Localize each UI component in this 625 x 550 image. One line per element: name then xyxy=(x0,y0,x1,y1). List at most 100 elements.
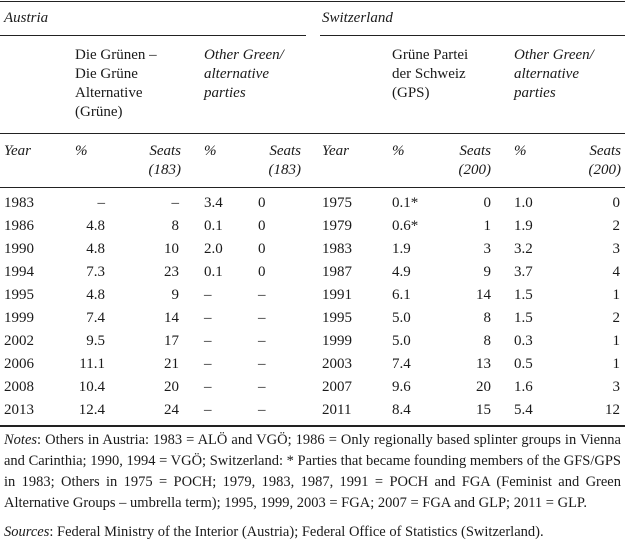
column-header-rule xyxy=(0,187,625,188)
switzerland-pct-cell: 7.4 xyxy=(392,356,411,372)
switzerland-seats-cell: 13 xyxy=(476,356,491,372)
switzerland-other-pct-cell: 5.4 xyxy=(514,402,533,418)
switzerland-other-header: Other Green/ alternative parties xyxy=(514,47,594,101)
group-switzerland: Switzerland xyxy=(322,10,393,26)
sources: Sources: Federal Ministry of the Interio… xyxy=(4,522,621,543)
switzerland-seats-cell: 3 xyxy=(483,241,492,257)
austria-year-cell: 1999 xyxy=(4,310,34,326)
austria-other-seats-cell: 0 xyxy=(258,241,266,257)
top-rule xyxy=(0,1,625,2)
austria-pct-cell: – xyxy=(97,195,106,211)
austria-other-pct-cell: 3.4 xyxy=(204,195,223,211)
switzerland-pct-cell: 8.4 xyxy=(392,402,411,418)
switzerland-other-seats-cell: 3 xyxy=(612,241,621,257)
switzerland-other-pct-cell: 1.6 xyxy=(514,379,533,395)
switzerland-other-pct-cell: 3.2 xyxy=(514,241,533,257)
switzerland-year-cell: 2011 xyxy=(322,402,352,418)
switzerland-pct-cell: 0.1* xyxy=(392,195,419,211)
group-austria: Austria xyxy=(4,10,49,26)
switzerland-year-cell: 1975 xyxy=(322,195,352,211)
austria-other-seats-cell: – xyxy=(258,356,266,372)
col-year-austria: Year xyxy=(4,143,31,159)
switzerland-year-cell: 1991 xyxy=(322,287,352,303)
austria-pct-cell: 4.8 xyxy=(86,287,105,303)
austria-other-pct-cell: – xyxy=(204,333,212,349)
switzerland-year-cell: 1983 xyxy=(322,241,352,257)
austria-year-cell: 1994 xyxy=(4,264,34,280)
austria-year-cell: 1983 xyxy=(4,195,34,211)
switzerland-year-cell: 1999 xyxy=(322,333,352,349)
switzerland-seats-cell: 8 xyxy=(483,310,492,326)
col-seats-other-austria: Seats (183) xyxy=(268,143,302,178)
switzerland-other-seats-cell: 4 xyxy=(612,264,621,280)
switzerland-year-cell: 1987 xyxy=(322,264,352,280)
austria-party-header: Die Grünen – Die Grüne Alternative (Grün… xyxy=(75,47,157,120)
austria-other-seats-cell: – xyxy=(258,333,266,349)
austria-year-cell: 2006 xyxy=(4,356,34,372)
austria-other-pct-cell: 0.1 xyxy=(204,264,223,280)
switzerland-other-seats-cell: 12 xyxy=(605,402,620,418)
austria-pct-cell: 7.4 xyxy=(86,310,105,326)
sources-label: Sources xyxy=(4,524,50,540)
table-row: 2006 11.1 21 – – 2003 7.4 13 0.5 1 xyxy=(0,354,625,377)
col-seats-switzerland: Seats (200) xyxy=(458,143,492,178)
austria-seats-cell: 24 xyxy=(164,402,179,418)
table-row: 1999 7.4 14 – – 1995 5.0 8 1.5 2 xyxy=(0,308,625,331)
switzerland-other-seats-cell: 1 xyxy=(612,333,621,349)
austria-other-seats-cell: 0 xyxy=(258,218,266,234)
switzerland-other-pct-cell: 1.5 xyxy=(514,310,533,326)
austria-pct-cell: 12.4 xyxy=(78,402,105,418)
switzerland-pct-cell: 1.9 xyxy=(392,241,411,257)
switzerland-seats-cell: 8 xyxy=(483,333,492,349)
col-seats-other-switzerland: Seats (200) xyxy=(588,143,622,178)
col-pct-other-switzerland: % xyxy=(514,143,527,159)
austria-other-pct-cell: – xyxy=(204,287,212,303)
austria-seats-cell: 21 xyxy=(164,356,179,372)
switzerland-pct-cell: 0.6* xyxy=(392,218,419,234)
austria-seats-cell: – xyxy=(171,195,180,211)
austria-year-cell: 1990 xyxy=(4,241,34,257)
notes: Notes: Others in Austria: 1983 = ALÖ and… xyxy=(4,430,621,514)
austria-seats-cell: 14 xyxy=(164,310,179,326)
col-pct-other-austria: % xyxy=(204,143,217,159)
switzerland-pct-cell: 6.1 xyxy=(392,287,411,303)
switzerland-party-header: Grüne Partei der Schweiz (GPS) xyxy=(392,47,469,101)
sources-text: : Federal Ministry of the Interior (Aust… xyxy=(49,524,544,540)
switzerland-seats-cell: 1 xyxy=(483,218,492,234)
austria-pct-cell: 10.4 xyxy=(78,379,105,395)
austria-other-pct-cell: 2.0 xyxy=(204,241,223,257)
austria-other-seats-cell: – xyxy=(258,379,266,395)
switzerland-other-pct-cell: 0.3 xyxy=(514,333,533,349)
austria-other-seats-cell: – xyxy=(258,287,266,303)
austria-other-pct-cell: – xyxy=(204,310,212,326)
austria-pct-cell: 4.8 xyxy=(86,241,105,257)
switzerland-pct-cell: 5.0 xyxy=(392,310,411,326)
switzerland-other-pct-cell: 1.5 xyxy=(514,287,533,303)
austria-pct-cell: 4.8 xyxy=(86,218,105,234)
austria-seats-cell: 9 xyxy=(171,287,180,303)
switzerland-seats-cell: 15 xyxy=(476,402,491,418)
col-year-switzerland: Year xyxy=(322,143,349,159)
switzerland-other-seats-cell: 0 xyxy=(612,195,621,211)
austria-pct-cell: 9.5 xyxy=(86,333,105,349)
switzerland-seats-cell: 9 xyxy=(483,264,492,280)
switzerland-seats-cell: 0 xyxy=(483,195,492,211)
header-rule xyxy=(0,133,625,134)
austria-seats-cell: 20 xyxy=(164,379,179,395)
austria-pct-cell: 11.1 xyxy=(79,356,105,372)
switzerland-other-seats-cell: 1 xyxy=(612,287,621,303)
austria-seats-cell: 17 xyxy=(164,333,179,349)
switzerland-other-seats-cell: 2 xyxy=(612,218,621,234)
switzerland-rule xyxy=(320,35,625,36)
switzerland-other-seats-cell: 1 xyxy=(612,356,621,372)
table-row: 1994 7.3 23 0.1 0 1987 4.9 9 3.7 4 xyxy=(0,262,625,285)
austria-year-cell: 1995 xyxy=(4,287,34,303)
austria-other-seats-cell: 0 xyxy=(258,264,266,280)
austria-other-pct-cell: – xyxy=(204,356,212,372)
austria-seats-cell: 8 xyxy=(171,218,180,234)
austria-other-header: Other Green/ alternative parties xyxy=(204,47,284,101)
switzerland-other-pct-cell: 3.7 xyxy=(514,264,533,280)
switzerland-year-cell: 1979 xyxy=(322,218,352,234)
table-row: 1990 4.8 10 2.0 0 1983 1.9 3 3.2 3 xyxy=(0,239,625,262)
switzerland-other-pct-cell: 1.0 xyxy=(514,195,533,211)
